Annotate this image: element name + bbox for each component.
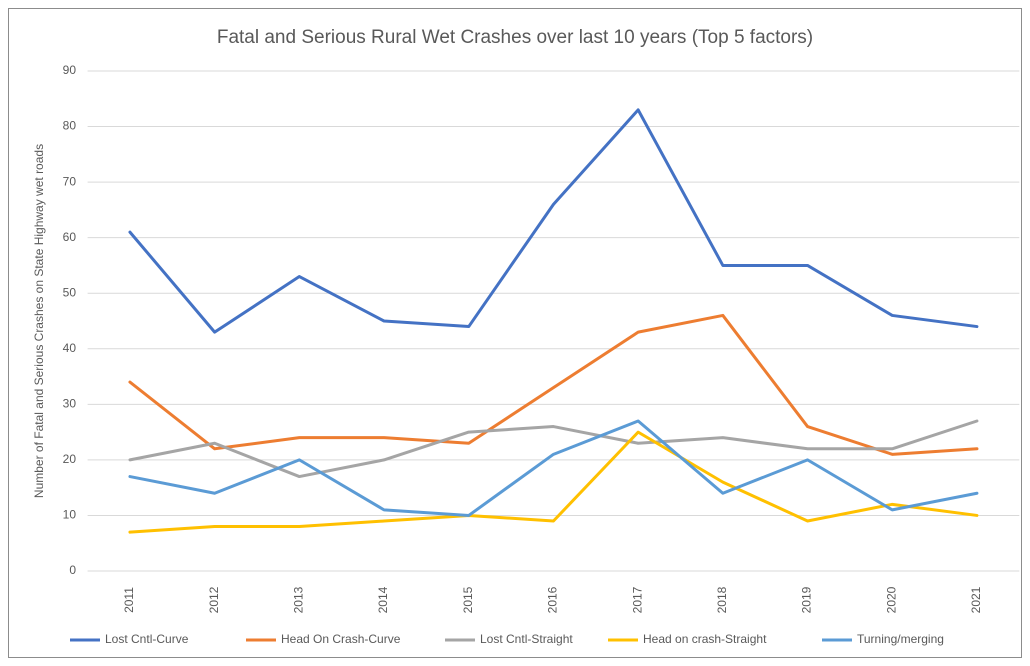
y-tick-label: 60: [63, 230, 77, 244]
series-line: [128, 108, 979, 334]
y-tick-label: 90: [63, 63, 77, 77]
x-tick-label: 2020: [884, 586, 898, 613]
legend-label: Lost Cntl-Curve: [105, 632, 189, 646]
legend-label: Lost Cntl-Straight: [480, 632, 573, 646]
y-tick-label: 10: [63, 508, 77, 522]
legend-label: Head On Crash-Curve: [281, 632, 401, 646]
y-tick-label: 40: [63, 341, 77, 355]
x-tick-label: 2021: [969, 586, 983, 613]
x-tick-label: 2013: [292, 586, 306, 613]
chart-frame: [8, 8, 1022, 658]
legend-label: Turning/merging: [857, 632, 944, 646]
x-tick-label: 2011: [122, 587, 136, 613]
x-tick-label: 2017: [630, 586, 644, 613]
y-axis-label: Number of Fatal and Serious Crashes on S…: [32, 144, 46, 498]
y-tick-label: 70: [63, 174, 77, 188]
series-line: [128, 419, 979, 517]
x-tick-label: 2019: [800, 586, 814, 613]
y-tick-label: 30: [63, 397, 77, 411]
y-tick-label: 0: [69, 563, 76, 577]
x-tick-label: 2014: [376, 586, 390, 613]
legend-label: Head on crash-Straight: [643, 632, 767, 646]
y-tick-label: 80: [63, 119, 77, 133]
series-line: [128, 313, 979, 456]
x-tick-label: 2018: [715, 586, 729, 613]
chart-title: Fatal and Serious Rural Wet Crashes over…: [217, 27, 813, 48]
x-tick-label: 2016: [546, 586, 560, 613]
x-tick-label: 2012: [207, 586, 221, 613]
y-tick-label: 20: [63, 452, 77, 466]
y-tick-label: 50: [63, 285, 77, 299]
series-line: [128, 430, 979, 534]
series-line: [128, 419, 979, 479]
x-tick-label: 2015: [461, 586, 475, 613]
